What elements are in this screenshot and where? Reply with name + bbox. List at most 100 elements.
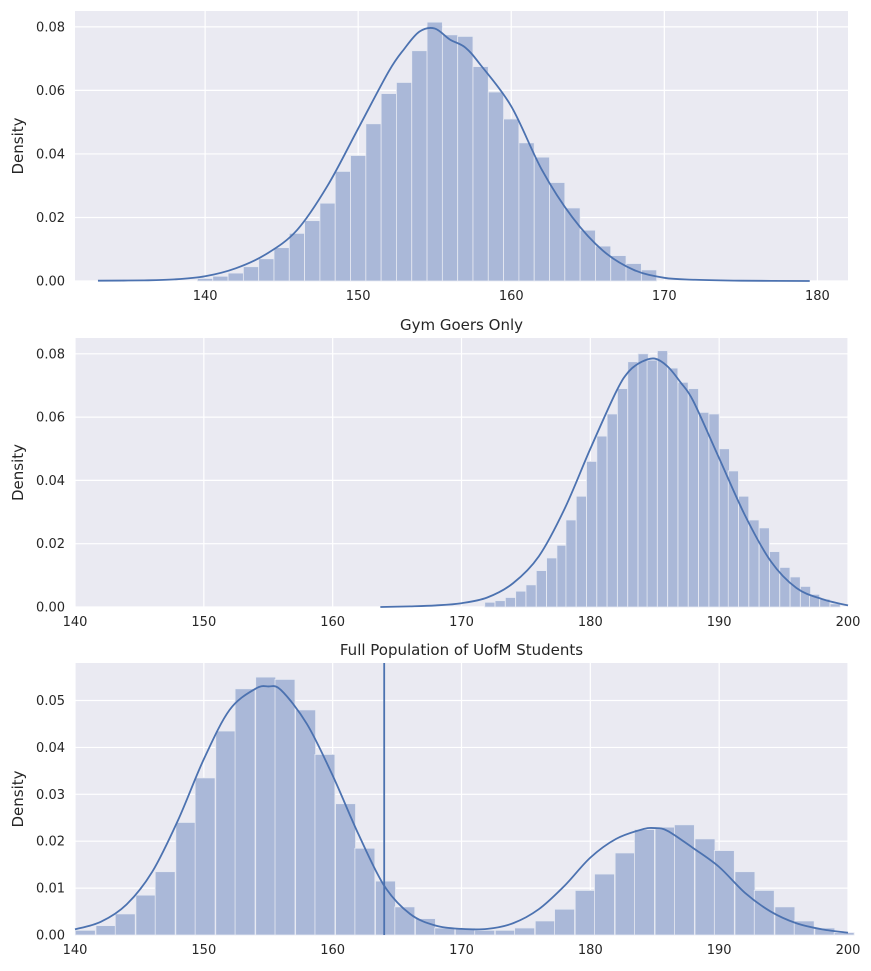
histogram-bar	[646, 359, 658, 608]
x-tick-label: 170	[449, 943, 474, 958]
histogram-bar	[441, 34, 459, 282]
histogram-bar	[273, 247, 290, 282]
x-tick-label: 180	[805, 289, 830, 304]
x-tick-label: 200	[836, 943, 861, 958]
histogram-bar	[708, 413, 720, 608]
histogram-bar	[634, 829, 655, 936]
histogram-bar	[694, 838, 716, 936]
x-tick-label: 160	[320, 615, 345, 630]
histogram-bar	[514, 927, 536, 936]
histogram-bar	[535, 570, 547, 608]
y-axis-label: Density	[9, 117, 27, 174]
histogram-bar	[494, 600, 506, 608]
histogram-bar	[617, 388, 629, 608]
histogram-bar	[258, 258, 275, 282]
x-tick-label: 160	[320, 943, 345, 958]
histogram-bar	[334, 171, 351, 282]
histogram-bar	[533, 156, 550, 282]
histogram-bar	[656, 350, 668, 608]
panel-3: 140 150 160 170 180 190 200 0.00 0.01 0.02 0.03 0.0…	[9, 641, 860, 958]
histogram-bar	[687, 388, 699, 608]
histogram-bar	[242, 266, 260, 282]
histogram-bar	[549, 182, 566, 282]
y-tick-label: 0.06	[36, 84, 65, 99]
y-tick-label: 0.02	[36, 211, 65, 226]
histogram-bar	[554, 908, 575, 936]
y-tick-label: 0.08	[36, 20, 65, 35]
y-tick-label: 0.03	[36, 788, 65, 803]
x-tick-label: 140	[63, 943, 88, 958]
histogram-bar	[789, 576, 801, 608]
y-tick-label: 0.00	[36, 601, 65, 616]
histogram-bar	[396, 82, 413, 282]
histogram-bar	[673, 824, 695, 936]
histogram-bar	[415, 918, 436, 936]
histogram-bar	[114, 913, 136, 936]
histogram-bar	[546, 557, 558, 608]
histogram-bar	[518, 142, 535, 282]
histogram-bar	[95, 925, 117, 936]
histogram-bar	[534, 920, 556, 936]
histogram-bar	[565, 519, 577, 608]
histogram-bar	[135, 894, 157, 936]
histogram-bar	[154, 871, 176, 936]
chart-title: Full Population of UofM Students	[340, 641, 583, 659]
histogram-bar	[215, 730, 237, 936]
histogram-bar	[194, 777, 216, 936]
x-tick-label: 190	[707, 615, 732, 630]
histogram-bar	[596, 435, 608, 608]
histogram-bar	[74, 929, 96, 936]
x-tick-label: 150	[346, 289, 371, 304]
histogram-bar	[677, 381, 689, 608]
histogram-bar	[713, 850, 735, 936]
histogram-bar	[769, 551, 781, 608]
histogram-bar	[525, 584, 537, 608]
histogram-bar	[234, 688, 256, 936]
y-tick-label: 0.01	[36, 882, 65, 897]
histogram-bar	[426, 21, 443, 282]
histogram-bar	[515, 590, 527, 608]
histogram-bar	[606, 413, 618, 608]
histogram-bar	[212, 275, 229, 282]
kde-line	[97, 27, 810, 282]
x-tick-label: 200	[836, 615, 861, 630]
histogram-bar	[314, 754, 336, 936]
histogram-bar	[829, 603, 841, 608]
histogram-bar	[365, 123, 382, 282]
histogram-bar	[654, 826, 676, 936]
x-tick-label: 190	[707, 943, 732, 958]
x-tick-label: 170	[652, 289, 677, 304]
chart-title: Gym Goers Only	[400, 316, 523, 334]
x-tick-label: 180	[578, 615, 603, 630]
histogram-bar	[295, 709, 316, 936]
histogram-bar	[586, 461, 598, 608]
y-tick-label: 0.06	[36, 411, 65, 426]
histogram-bar	[758, 527, 770, 608]
x-tick-label: 150	[191, 615, 216, 630]
histogram-bar	[472, 66, 489, 282]
x-tick-label: 140	[63, 615, 88, 630]
histogram-bar	[594, 873, 615, 936]
x-tick-label: 160	[499, 289, 524, 304]
y-tick-label: 0.08	[36, 347, 65, 362]
histogram-bar	[627, 361, 639, 608]
histogram-bar	[457, 36, 474, 282]
histogram-bar	[667, 367, 679, 608]
y-tick-label: 0.00	[36, 275, 65, 290]
x-tick-label: 170	[449, 615, 474, 630]
y-axis-label: Density	[9, 770, 27, 827]
panel-1: 140 150 160 170 180 0.00 0.02 0.04 0.06 0.08 Densi…	[9, 11, 848, 304]
kde-line	[74, 685, 849, 934]
y-tick-label: 0.05	[36, 694, 65, 709]
histogram-bar	[227, 272, 244, 282]
y-tick-label: 0.02	[36, 537, 65, 552]
histogram-bar	[614, 852, 636, 936]
histogram-bar	[579, 229, 596, 282]
histogram-bar	[487, 91, 504, 282]
y-tick-label: 0.04	[36, 474, 65, 489]
histogram-bar	[484, 601, 496, 608]
histogram-bar	[304, 220, 321, 282]
histogram-bar	[274, 679, 296, 936]
histogram-bar	[574, 890, 596, 936]
y-tick-label: 0.04	[36, 147, 65, 162]
